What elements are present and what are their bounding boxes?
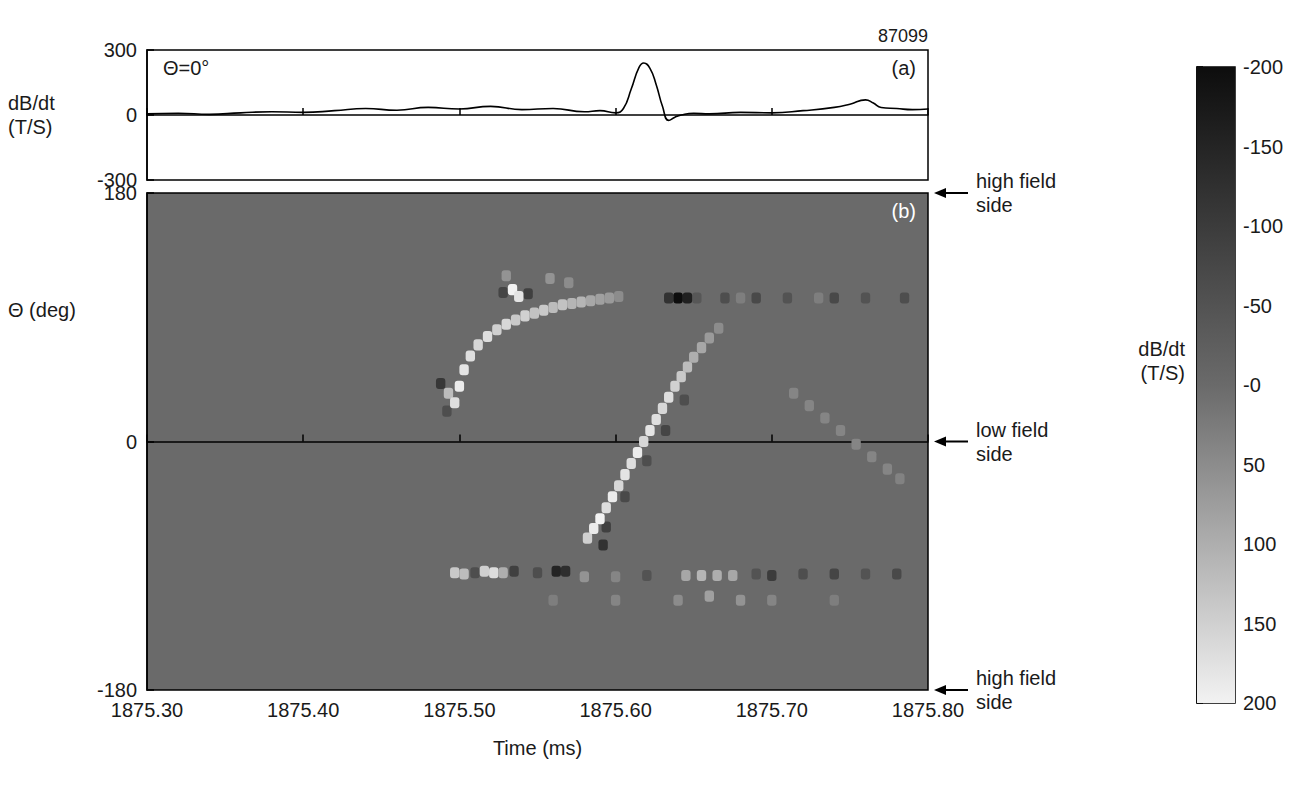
svg-text:-50: -50 xyxy=(1243,295,1272,317)
svg-text:1875.80: 1875.80 xyxy=(892,699,964,721)
svg-text:1875.30: 1875.30 xyxy=(111,699,183,721)
svg-text:Time (ms): Time (ms) xyxy=(493,737,582,759)
svg-text:side: side xyxy=(976,691,1013,713)
svg-text:Θ (deg): Θ (deg) xyxy=(8,299,76,321)
svg-text:dB/dt: dB/dt xyxy=(1138,338,1185,360)
svg-text:(b): (b) xyxy=(892,200,916,222)
svg-text:1875.70: 1875.70 xyxy=(736,699,808,721)
svg-text:180: 180 xyxy=(104,182,137,204)
svg-text:(a): (a) xyxy=(892,57,916,79)
svg-text:-200: -200 xyxy=(1243,56,1283,78)
svg-text:1875.60: 1875.60 xyxy=(579,699,651,721)
svg-text:-150: -150 xyxy=(1243,136,1283,158)
svg-text:(T/S): (T/S) xyxy=(1141,362,1185,384)
svg-text:Θ=0°: Θ=0° xyxy=(163,57,209,79)
svg-text:low field: low field xyxy=(976,419,1048,441)
svg-text:0: 0 xyxy=(126,104,137,126)
svg-text:87099: 87099 xyxy=(878,26,928,46)
svg-text:150: 150 xyxy=(1243,613,1276,635)
svg-text:-100: -100 xyxy=(1243,215,1283,237)
svg-text:side: side xyxy=(976,194,1013,216)
svg-text:1875.40: 1875.40 xyxy=(267,699,339,721)
svg-text:-180: -180 xyxy=(97,679,137,701)
svg-text:50: 50 xyxy=(1243,454,1265,476)
svg-text:high field: high field xyxy=(976,170,1056,192)
svg-text:dB/dt: dB/dt xyxy=(8,92,55,114)
svg-text:100: 100 xyxy=(1243,533,1276,555)
svg-text:-300: -300 xyxy=(97,169,137,191)
svg-text:(T/S): (T/S) xyxy=(8,116,52,138)
svg-text:-0: -0 xyxy=(1243,374,1261,396)
svg-text:200: 200 xyxy=(1243,692,1276,714)
svg-text:1875.50: 1875.50 xyxy=(423,699,495,721)
svg-text:300: 300 xyxy=(104,39,137,61)
svg-text:0: 0 xyxy=(126,431,137,453)
svg-text:side: side xyxy=(976,443,1013,465)
svg-text:high field: high field xyxy=(976,667,1056,689)
